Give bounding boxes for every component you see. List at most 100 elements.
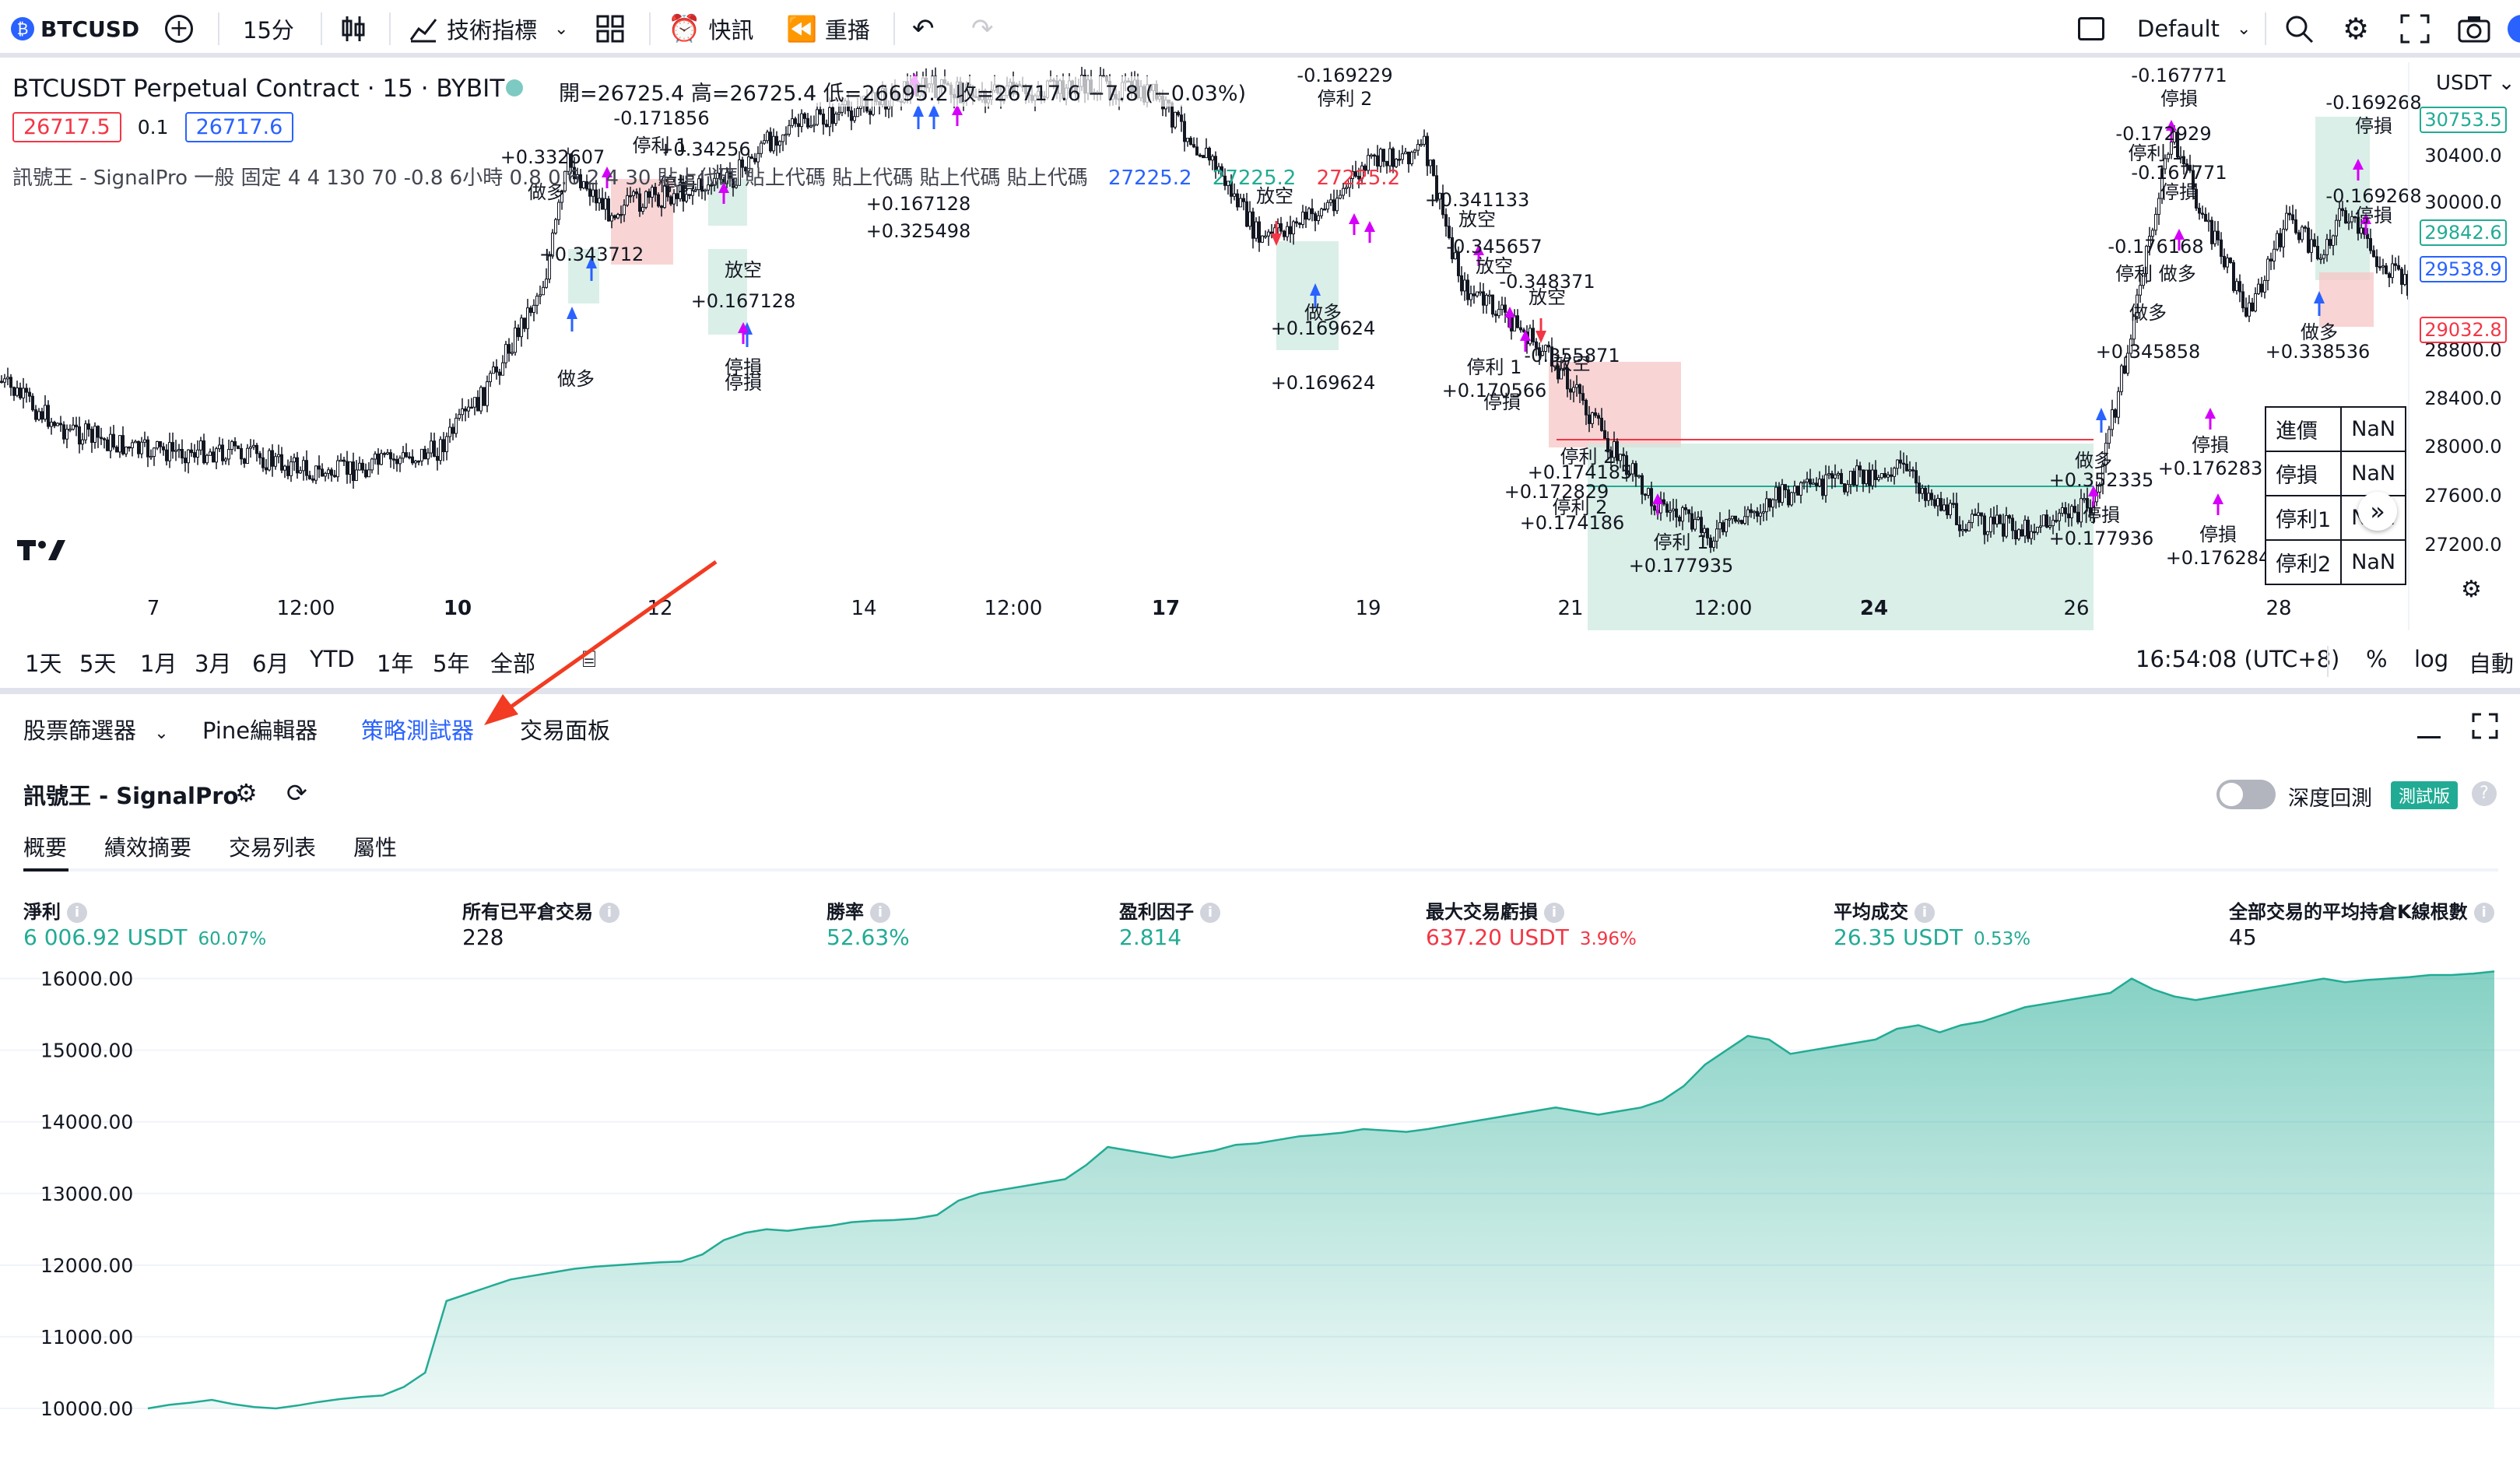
strategy-settings-button[interactable]: ⚙ bbox=[235, 778, 258, 808]
candle-body bbox=[1513, 315, 1516, 331]
range-button[interactable]: 3月 bbox=[195, 651, 232, 677]
tradingview-logo[interactable] bbox=[17, 537, 67, 566]
profile-button[interactable] bbox=[2508, 0, 2520, 58]
eye-toggle[interactable] bbox=[506, 79, 523, 100]
snapshot-button[interactable] bbox=[2458, 0, 2490, 58]
candle-body bbox=[2282, 229, 2285, 247]
buy-button[interactable]: 26717.6 bbox=[184, 112, 294, 142]
alert-button[interactable]: ⏰ 快訊 bbox=[668, 0, 753, 58]
candle-body bbox=[2042, 514, 2045, 527]
candle-body bbox=[585, 181, 588, 190]
clock-label[interactable]: 16:54:08 (UTC+8) bbox=[2136, 646, 2340, 672]
range-button[interactable]: YTD bbox=[310, 646, 355, 672]
templates-button[interactable] bbox=[595, 0, 626, 58]
price-tag bbox=[2420, 256, 2507, 282]
candle-body bbox=[473, 397, 476, 408]
info-icon[interactable]: i bbox=[870, 903, 890, 923]
symbol-button[interactable]: ₿ BTCUSD bbox=[11, 0, 139, 58]
info-icon[interactable]: i bbox=[2473, 903, 2494, 923]
candle-body bbox=[265, 467, 268, 471]
layout-menu-button[interactable]: Default ⌄ bbox=[2137, 0, 2251, 58]
time-axis-label: 26 bbox=[2063, 597, 2089, 620]
candle-body bbox=[162, 446, 165, 451]
subtab[interactable]: 交易列表 bbox=[229, 835, 317, 861]
range-button[interactable]: 1月 bbox=[140, 651, 177, 677]
search-icon bbox=[2286, 16, 2314, 44]
strategy-reload-button[interactable]: ⟳ bbox=[286, 778, 307, 808]
candle-body bbox=[1404, 151, 1407, 155]
interval-button[interactable]: 15分 bbox=[243, 0, 294, 58]
minimize-button[interactable] bbox=[2417, 716, 2441, 744]
candle-body bbox=[797, 123, 800, 128]
chart-settings-button[interactable]: ⚙ bbox=[2461, 576, 2482, 603]
range-button[interactable]: 1天 bbox=[25, 651, 62, 677]
info-icon[interactable]: i bbox=[1200, 903, 1220, 923]
strategy-name: 訊號王 - SignalPro bbox=[23, 783, 239, 809]
toggle-switch[interactable] bbox=[2216, 780, 2276, 809]
candle-body bbox=[2142, 273, 2145, 286]
candle-body bbox=[654, 187, 657, 195]
candle-body bbox=[784, 133, 788, 136]
settings-button[interactable]: ⚙ bbox=[2343, 0, 2369, 58]
candle-body bbox=[2238, 281, 2241, 293]
subtab[interactable]: 績效摘要 bbox=[104, 835, 192, 861]
auto-toggle[interactable]: 自動 bbox=[2469, 651, 2515, 677]
candle-body bbox=[2347, 221, 2350, 224]
time-axis-label: 12:00 bbox=[984, 597, 1043, 620]
candle-body bbox=[1846, 484, 1849, 493]
indicators-button[interactable]: 技術指標 ⌄ bbox=[408, 0, 568, 58]
candle-body bbox=[1264, 235, 1267, 238]
candle-body bbox=[56, 423, 59, 426]
candle-body bbox=[2391, 263, 2394, 279]
deep-backtest-toggle[interactable] bbox=[2216, 780, 2276, 812]
range-button[interactable]: 5年 bbox=[433, 651, 470, 677]
info-icon[interactable]: i bbox=[599, 903, 619, 923]
log-toggle[interactable]: log bbox=[2414, 646, 2449, 672]
candle-body bbox=[1669, 510, 1672, 513]
tab-strategy-tester[interactable]: 策略測試器 bbox=[361, 717, 475, 744]
info-icon[interactable]: i bbox=[1915, 903, 1935, 923]
range-button[interactable]: 全部 bbox=[490, 651, 536, 677]
candle-body bbox=[1921, 487, 1924, 494]
maximize-panel-button[interactable] bbox=[2472, 713, 2498, 745]
candle-body bbox=[168, 442, 171, 461]
info-icon[interactable]: i bbox=[67, 903, 87, 923]
camera-icon bbox=[2458, 16, 2490, 43]
indicator-legend[interactable]: 訊號王 - SignalPro 一般 固定 4 4 130 70 -0.8 6小… bbox=[12, 162, 1400, 191]
trade-annotation: 做多 bbox=[528, 181, 565, 203]
currency-selector[interactable]: USDT ⌄ bbox=[2436, 72, 2515, 95]
candle-body bbox=[1874, 469, 1877, 480]
layout-toggle[interactable] bbox=[2078, 0, 2104, 58]
subtab[interactable]: 屬性 bbox=[353, 835, 398, 861]
redo-button[interactable]: ↷ bbox=[971, 0, 994, 58]
replay-button[interactable]: ⏪ 重播 bbox=[786, 0, 870, 58]
candle-body bbox=[1192, 144, 1195, 148]
subtab[interactable]: 概要 bbox=[23, 835, 68, 861]
candle-body bbox=[1295, 221, 1298, 224]
search-button[interactable] bbox=[2283, 0, 2315, 58]
candle-body bbox=[1392, 148, 1395, 167]
candle-body bbox=[128, 446, 131, 449]
candle-body bbox=[2073, 506, 2076, 513]
tab-trading-panel[interactable]: 交易面板 bbox=[520, 717, 611, 744]
help-button[interactable]: ? bbox=[2472, 781, 2497, 806]
chart-area[interactable]: 做多 +0.343712 做多 +0.332607 -0.171856 停利 1 停損 +0.… bbox=[0, 62, 2520, 630]
equity-curve-chart[interactable]: 16000.00 15000.00 14000.00 13000.00 12000.00… bbox=[0, 949, 2520, 1459]
tab-screener[interactable]: 股票篩選器 ⌄ bbox=[23, 713, 169, 745]
range-button[interactable]: 5天 bbox=[79, 651, 117, 677]
sell-button[interactable]: 26717.5 bbox=[12, 112, 121, 142]
info-icon[interactable]: i bbox=[1544, 903, 1564, 923]
candle-body bbox=[2232, 262, 2235, 291]
tab-pine-editor[interactable]: Pine編輯器 bbox=[202, 717, 318, 744]
double-chevron-right-icon[interactable]: » bbox=[2358, 492, 2397, 531]
candle-body bbox=[1258, 221, 1261, 243]
range-button[interactable]: 1年 bbox=[377, 651, 414, 677]
compare-button[interactable]: + bbox=[165, 0, 193, 58]
fullscreen-button[interactable] bbox=[2400, 0, 2430, 58]
candle-body bbox=[2030, 531, 2033, 539]
range-button[interactable]: 6月 bbox=[252, 651, 290, 677]
undo-button[interactable]: ↶ bbox=[912, 0, 935, 58]
chart-type-button[interactable] bbox=[339, 0, 367, 58]
percent-toggle[interactable]: % bbox=[2366, 646, 2388, 672]
